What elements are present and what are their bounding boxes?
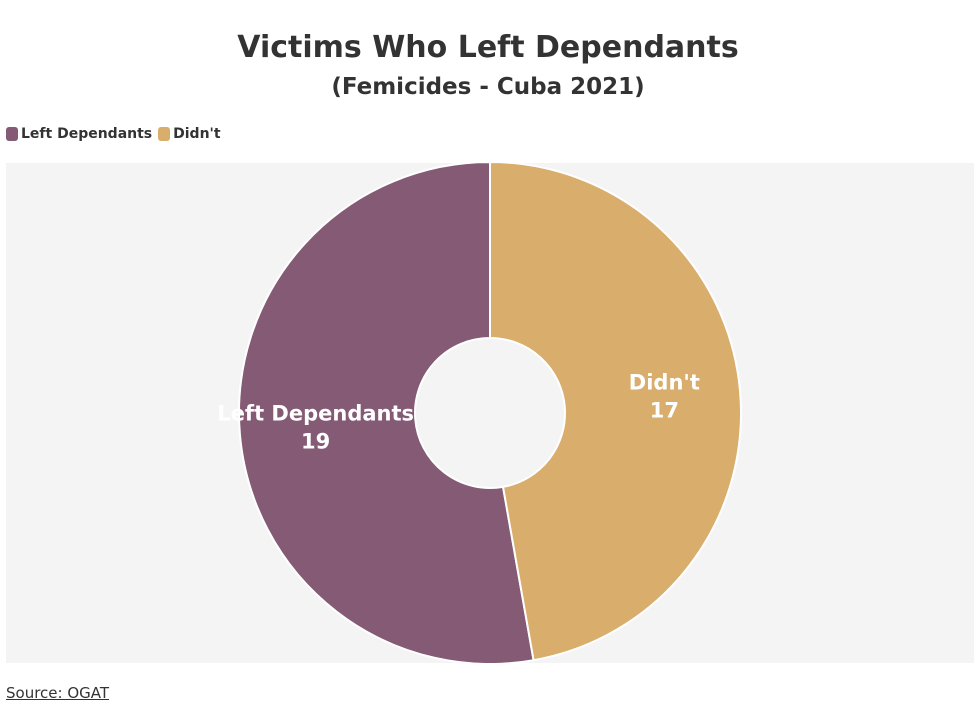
slice-value-left-dependants: 19: [301, 429, 330, 453]
slice-left-dependants[interactable]: [238, 163, 535, 663]
donut-chart: Left Dependants 19 Didn't 17: [217, 163, 742, 663]
legend-swatch-left-dependants: [6, 127, 18, 141]
legend-item-left-dependants[interactable]: Left Dependants: [6, 126, 152, 142]
legend: Left Dependants Didn't: [6, 126, 221, 142]
chart-title: Victims Who Left Dependants: [237, 30, 739, 65]
slice-didn-t[interactable]: [489, 163, 742, 662]
slice-label-left-dependants: Left Dependants: [217, 401, 414, 425]
legend-label-didnt: Didn't: [173, 126, 221, 142]
slice-label-didn-t: Didn't: [629, 371, 700, 395]
plot-area: Left Dependants 19 Didn't 17: [6, 163, 974, 663]
chart-subtitle: (Femicides - Cuba 2021): [331, 74, 645, 100]
source-link[interactable]: Source: OGAT: [6, 684, 110, 702]
slice-value-didn-t: 17: [650, 399, 679, 423]
legend-swatch-didnt: [158, 127, 171, 141]
legend-item-didnt[interactable]: Didn't: [158, 126, 221, 142]
legend-label-left-dependants: Left Dependants: [21, 126, 153, 142]
